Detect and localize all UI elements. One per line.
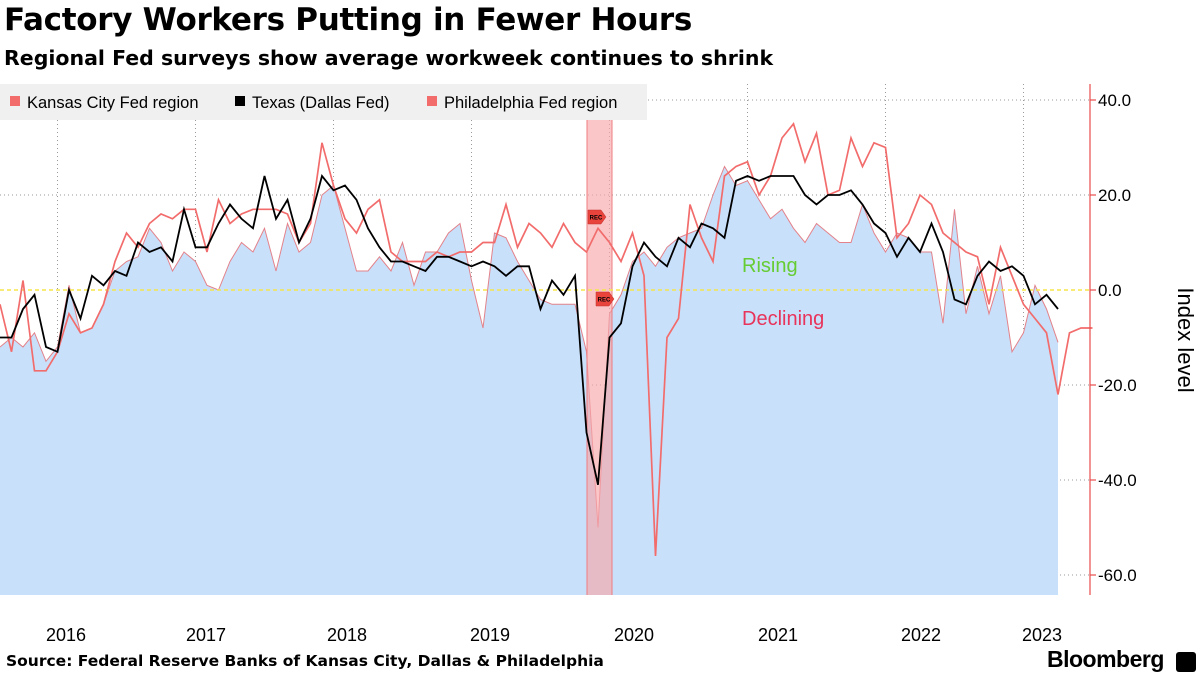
rising-annotation: Rising [742,255,798,277]
recession-marker-label: REC [598,298,611,304]
source-note: Source: Federal Reserve Banks of Kansas … [6,652,604,670]
legend-label: Texas (Dallas Fed) [252,94,390,112]
chart-title: Factory Workers Putting in Fewer Hours [4,2,693,38]
y-axis: 40.0 20.0 0.0 -20.0 -40.0 -60.0 Index level [1089,84,1198,595]
legend-swatch [427,96,437,106]
annotations: Rising Declining [742,255,824,330]
x-tick-label: 2020 [614,625,654,645]
kansas-line [0,122,1093,557]
x-tick-label: 2018 [327,625,367,645]
x-tick-label: 2016 [46,625,86,645]
y-tick-label: 40.0 [1098,91,1131,110]
x-tick-label: 2019 [470,625,510,645]
legend-label: Kansas City Fed region [27,94,199,112]
x-axis-labels: 2016 2017 2018 2019 2020 2021 2022 2023 [46,625,1062,645]
x-tick-label: 2017 [186,625,226,645]
recession-marker [595,291,615,307]
philly-area-fill [0,166,1058,595]
legend-swatch [10,96,20,106]
x-tick-label: 2021 [758,625,798,645]
texas-line [0,174,1059,485]
y-tick-label: -40.0 [1098,471,1137,490]
y-axis-title: Index level [1173,287,1198,392]
recession-marker-label: REC [590,216,603,222]
chart-subtitle: Regional Fed surveys show average workwe… [4,46,774,70]
philly-area-layer [0,165,1059,595]
bloomberg-icon [1176,652,1196,672]
series-lines-layer [0,122,1093,557]
legend: Kansas City Fed region Texas (Dallas Fed)… [0,84,647,120]
y-tick-label: -20.0 [1098,376,1137,395]
chart-svg: REC REC 40.0 20.0 0.0 -20.0 -40.0 -60.0 Index l… [0,84,1198,645]
declining-annotation: Declining [742,308,824,330]
legend-swatch [235,96,245,106]
y-tick-label: 0.0 [1098,281,1122,300]
legend-label: Philadelphia Fed region [444,94,617,112]
recession-band [587,84,612,595]
recession-marker [587,209,607,225]
x-tick-label: 2023 [1022,625,1062,645]
y-tick-label: -60.0 [1098,566,1137,585]
y-tick-label: 20.0 [1098,186,1131,205]
x-tick-label: 2022 [901,625,941,645]
legend-box [0,84,647,120]
recession-band-layer: REC REC [586,84,615,595]
philly-area-line [0,165,1059,528]
bloomberg-logo: Bloomberg [1047,646,1164,672]
